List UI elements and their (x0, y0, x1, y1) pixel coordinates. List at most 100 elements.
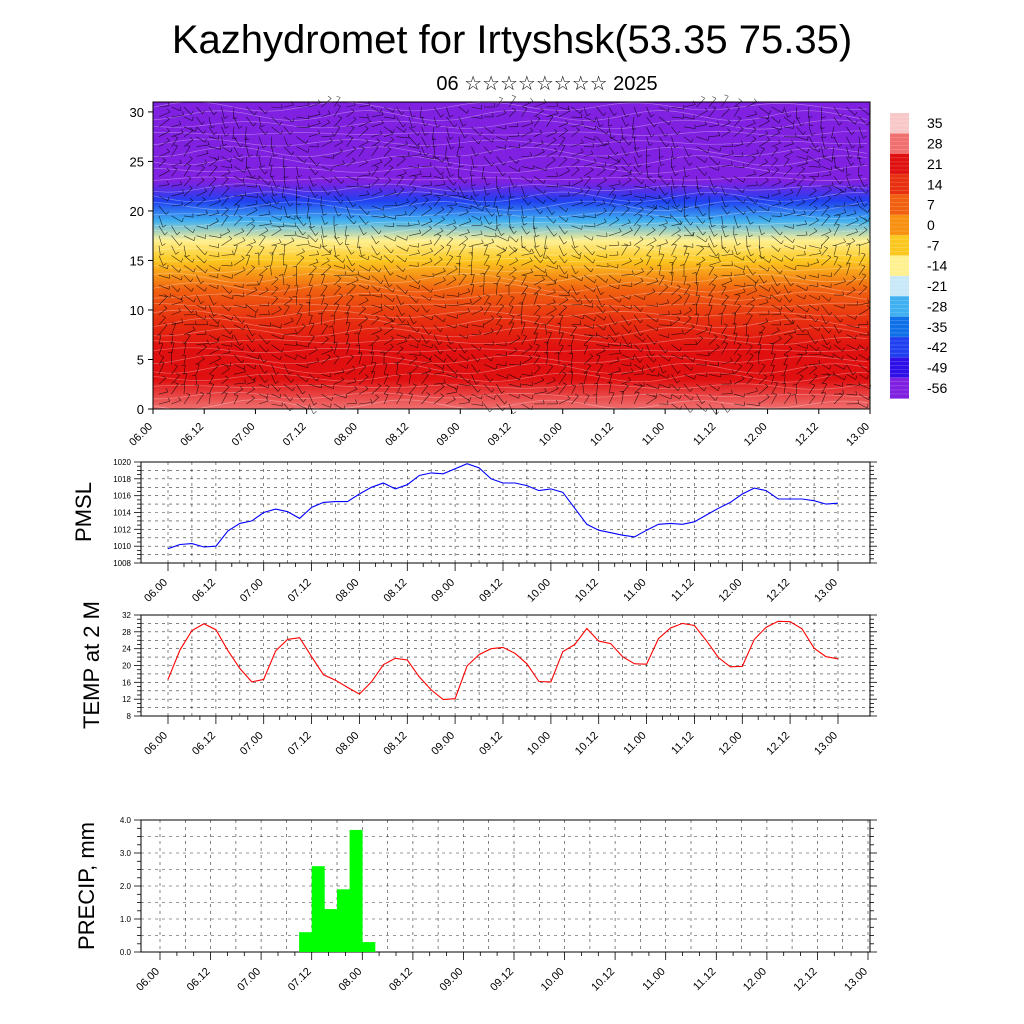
wind-barb-feather (704, 326, 708, 331)
wind-barb-feather (231, 250, 234, 255)
wind-barb-feather (407, 320, 409, 325)
wind-barb (533, 151, 545, 157)
wind-barb-feather (407, 247, 409, 252)
wind-barb (733, 355, 742, 365)
wind-barb (471, 126, 481, 136)
wind-barb (371, 122, 384, 128)
wind-barb (358, 225, 364, 236)
wind-barb-feather (251, 217, 255, 222)
wind-barb (458, 334, 468, 339)
wind-barb-feather (524, 284, 529, 287)
wind-barb (808, 198, 819, 207)
wind-barb-feather (712, 106, 717, 109)
wind-barb (858, 229, 868, 236)
wind-barb-feather (750, 253, 755, 257)
wind-barb (858, 302, 870, 306)
wind-barb-feather (500, 303, 504, 307)
wind-barb (221, 178, 229, 187)
wind-barb-feather (668, 205, 670, 210)
wind-barb (521, 302, 523, 315)
wind-barb-feather (811, 394, 816, 397)
wind-barb (246, 314, 256, 318)
wind-barb-feather (737, 225, 742, 229)
wind-barb-feather (827, 195, 832, 199)
wind-barb (346, 343, 351, 355)
wind-barb-feather (329, 249, 332, 254)
wind-barb-feather (453, 181, 457, 186)
wind-barb (346, 127, 355, 137)
wind-barb-feather (553, 299, 556, 303)
wind-barb (496, 112, 507, 118)
wind-barb (408, 188, 417, 197)
wind-barb-feather (652, 227, 656, 231)
wind-barb (821, 237, 830, 246)
wind-barb (471, 246, 474, 256)
wind-barb (521, 393, 533, 400)
wind-barb-feather (854, 120, 858, 125)
wind-barb-feather (234, 394, 239, 396)
wind-barb (733, 323, 737, 335)
pmsl-xtick-label: 06.12 (190, 577, 218, 605)
wind-barb-feather (400, 355, 405, 359)
wind-barb-feather (807, 330, 809, 335)
wind-barb-feather (594, 158, 597, 163)
wind-barb-feather (285, 186, 290, 189)
wind-barb (808, 178, 816, 187)
wind-barb-feather (700, 192, 705, 196)
wind-barb-feather (779, 270, 783, 274)
wind-barb-feather (464, 235, 469, 239)
wind-barb-feather (181, 218, 184, 222)
wind-barb-feather (711, 283, 716, 286)
wind-barb-feather (505, 246, 507, 251)
wind-barb-feather (368, 170, 371, 175)
wind-barb (733, 118, 742, 127)
wind-barb (321, 245, 330, 254)
wind-barb-feather (756, 149, 759, 154)
wind-barb (808, 253, 822, 256)
wind-barb-feather (315, 171, 319, 175)
wind-barb-feather (228, 235, 233, 240)
wind-barb-feather (866, 375, 869, 380)
wind-barb (496, 205, 500, 217)
wind-barb-feather (715, 411, 720, 415)
wind-barb-feather (414, 196, 418, 201)
wind-barb-feather (679, 309, 682, 314)
wind-barb (833, 256, 839, 266)
wind-barb-feather (512, 107, 516, 111)
wind-barb (321, 274, 326, 286)
wind-barb (371, 385, 382, 395)
wind-barb-feather (652, 368, 656, 373)
wind-barb (783, 152, 793, 157)
wind-barb (796, 223, 807, 227)
wind-barb-feather (518, 394, 520, 399)
wind-barb (546, 366, 554, 375)
wind-barb-feather (414, 364, 419, 367)
wind-barb-feather (251, 265, 255, 268)
wind-barb (471, 333, 481, 335)
wind-barb-feather (693, 357, 696, 362)
wind-barb (258, 400, 269, 405)
wind-barb-feather (731, 250, 734, 255)
wind-barb-feather (280, 216, 282, 221)
wind-barb-feather (813, 373, 818, 376)
wind-barb (808, 136, 816, 149)
wind-barb-feather (465, 208, 469, 213)
wind-barb (371, 396, 380, 405)
wind-barb (158, 401, 170, 405)
wind-barb (383, 386, 390, 395)
wind-barb (196, 304, 206, 310)
wind-barb (396, 188, 405, 197)
wind-barb-feather (725, 204, 729, 208)
wind-barb (621, 334, 628, 346)
wind-barb (771, 338, 782, 345)
wind-barb-feather (361, 254, 366, 257)
wind-barb (820, 116, 822, 129)
wind-barb (346, 312, 349, 325)
wind-barb-feather (699, 335, 704, 339)
wind-barb-feather (631, 270, 634, 275)
pmsl-xtick-label: 09.00 (429, 577, 457, 605)
wind-barb-feather (541, 323, 546, 326)
wind-barb-feather (752, 155, 756, 159)
wind-barb (371, 371, 376, 385)
wind-barb (846, 146, 850, 159)
